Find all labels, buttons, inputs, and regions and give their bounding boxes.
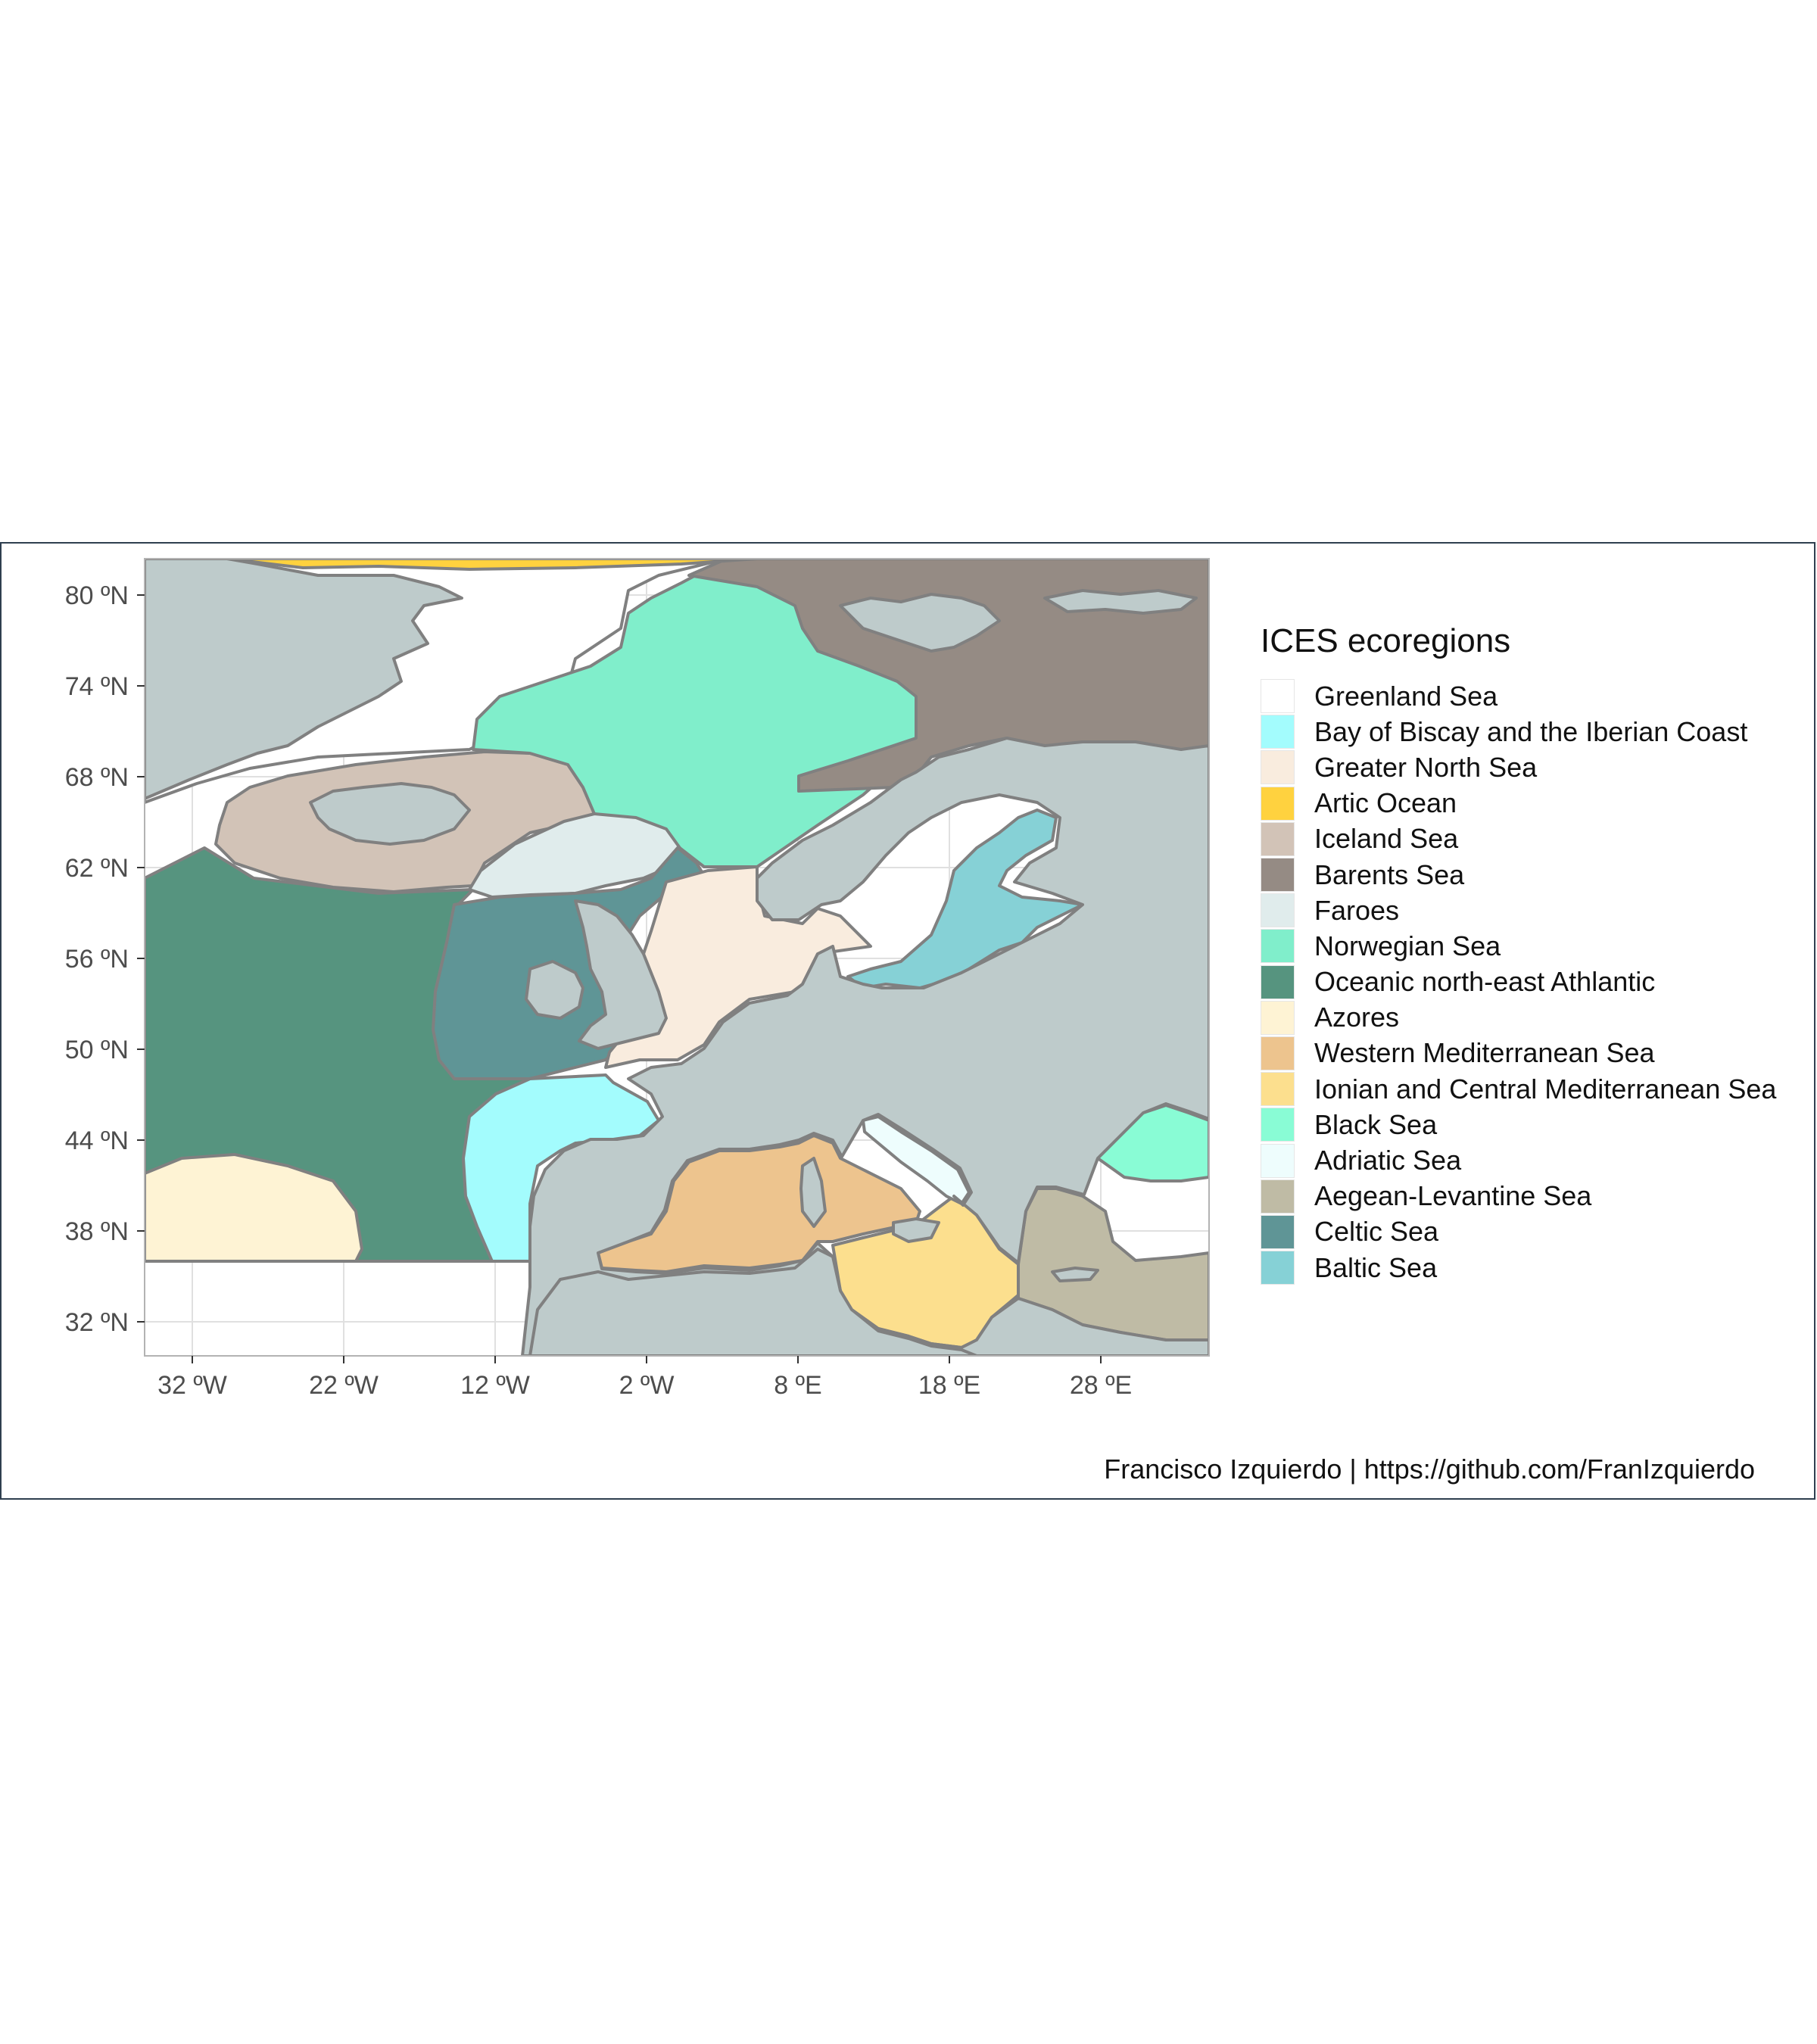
- legend-item: Barents Sea: [1261, 857, 1776, 893]
- legend-label: Black Sea: [1314, 1108, 1438, 1140]
- legend-title: ICES ecoregions: [1261, 622, 1511, 659]
- y-tick-label: 62 ºN: [65, 854, 129, 883]
- legend-swatch: [1261, 679, 1295, 714]
- y-tick-label: 32 ºN: [65, 1308, 129, 1337]
- legend-item: Adriatic Sea: [1261, 1142, 1776, 1178]
- legend-swatch: [1261, 1214, 1295, 1249]
- legend-swatch: [1261, 1036, 1295, 1070]
- land-franz-josef: [1043, 589, 1198, 615]
- legend-swatch: [1261, 1072, 1295, 1107]
- legend-item: Baltic Sea: [1261, 1250, 1776, 1285]
- legend-swatch: [1261, 929, 1295, 964]
- legend-swatch: [1261, 750, 1295, 785]
- legend-items: Greenland Sea Bay of Biscay and the Iber…: [1261, 678, 1776, 1285]
- legend-item: Oceanic north-east Athlantic: [1261, 964, 1776, 1000]
- legend-swatch: [1261, 1108, 1295, 1142]
- legend-label: Adriatic Sea: [1314, 1145, 1462, 1176]
- x-tick-label: 18 ºE: [918, 1371, 980, 1400]
- legend-item: Black Sea: [1261, 1107, 1776, 1142]
- legend-item: Celtic Sea: [1261, 1214, 1776, 1250]
- y-axis-ticks: [137, 594, 145, 1323]
- legend-label: Faroes: [1314, 894, 1400, 926]
- legend-label: Bay of Biscay and the Iberian Coast: [1314, 715, 1748, 747]
- y-tick-label: 50 ºN: [65, 1036, 129, 1064]
- y-tick-label: 56 ºN: [65, 945, 129, 974]
- x-axis-ticks: [192, 1356, 1102, 1363]
- y-tick-label: 44 ºN: [65, 1126, 129, 1155]
- y-tick-label: 74 ºN: [65, 672, 129, 701]
- legend-label: Azores: [1314, 1002, 1400, 1033]
- y-axis-labels: 80 ºN 74 ºN 68 ºN 62 ºN 56 ºN 50 ºN 44 º…: [65, 581, 129, 1337]
- legend-label: Celtic Sea: [1314, 1216, 1439, 1248]
- legend-item: Ionian and Central Mediterranean Sea: [1261, 1071, 1776, 1107]
- legend-label: Baltic Sea: [1314, 1251, 1438, 1283]
- region-bay-of-biscay-and-the-iberian-coast: [462, 1073, 660, 1263]
- legend-label: Artic Ocean: [1314, 787, 1457, 819]
- y-tick-label: 68 ºN: [65, 763, 129, 792]
- x-tick-label: 2 ºW: [619, 1371, 675, 1400]
- legend-label: Greater North Sea: [1314, 751, 1538, 783]
- legend-label: Western Mediterranean Sea: [1314, 1037, 1655, 1069]
- region-western-mediterranean-sea: [597, 1134, 921, 1273]
- legend-item: Faroes: [1261, 893, 1776, 928]
- x-tick-label: 28 ºE: [1070, 1371, 1132, 1400]
- legend-item: Artic Ocean: [1261, 786, 1776, 821]
- legend-label: Greenland Sea: [1314, 680, 1498, 712]
- map-panel-border: [144, 558, 1210, 1357]
- legend-label: Oceanic north-east Athlantic: [1314, 966, 1656, 998]
- land-europe-mainland: [521, 737, 1209, 1356]
- legend-swatch: [1261, 821, 1295, 856]
- legend-label: Iceland Sea: [1314, 823, 1459, 855]
- legend-item: Iceland Sea: [1261, 821, 1776, 857]
- legend-swatch: [1261, 786, 1295, 821]
- land-svalbard: [839, 593, 1001, 653]
- legend-swatch: [1261, 1251, 1295, 1285]
- x-tick-label: 22 ºW: [309, 1371, 379, 1400]
- legend-label: Aegean-Levantine Sea: [1314, 1180, 1592, 1212]
- land-greenland: [145, 559, 463, 800]
- y-tick-label: 38 ºN: [65, 1217, 129, 1246]
- x-tick-label: 32 ºW: [157, 1371, 227, 1400]
- land-north-africa: [528, 1248, 978, 1356]
- legend-label: Ionian and Central Mediterranean Sea: [1314, 1073, 1777, 1105]
- legend-label: Norwegian Sea: [1314, 930, 1501, 961]
- legend-swatch: [1261, 1179, 1295, 1214]
- legend: ICES ecoregions Greenland Sea Bay of Bis…: [1261, 622, 1776, 1285]
- legend-swatch: [1261, 964, 1295, 999]
- x-tick-label: 12 ºW: [460, 1371, 530, 1400]
- x-axis-labels: 32 ºW 22 ºW 12 ºW 2 ºW 8 ºE 18 ºE 28 ºE: [157, 1371, 1132, 1400]
- legend-item: Aegean-Levantine Sea: [1261, 1179, 1776, 1214]
- region-artic-ocean: [226, 559, 759, 571]
- legend-item: Azores: [1261, 1000, 1776, 1036]
- region-azores: [145, 1153, 363, 1263]
- legend-item: Greater North Sea: [1261, 749, 1776, 785]
- land-sicily: [892, 1217, 940, 1243]
- y-tick-label: 80 ºN: [65, 581, 129, 610]
- legend-swatch: [1261, 858, 1295, 893]
- legend-swatch: [1261, 893, 1295, 928]
- land-ireland: [525, 960, 584, 1020]
- land-iceland: [309, 782, 471, 846]
- legend-item: Greenland Sea: [1261, 678, 1776, 714]
- legend-swatch: [1261, 1143, 1295, 1178]
- caption: Francisco Izquierdo | https://github.com…: [1104, 1454, 1755, 1485]
- legend-item: Norwegian Sea: [1261, 928, 1776, 964]
- land-british-isles: [574, 899, 668, 1050]
- land-crete: [1051, 1267, 1099, 1282]
- legend-swatch: [1261, 1000, 1295, 1035]
- legend-item: Bay of Biscay and the Iberian Coast: [1261, 714, 1776, 749]
- legend-item: Western Mediterranean Sea: [1261, 1036, 1776, 1071]
- legend-swatch: [1261, 715, 1295, 749]
- land-corsica-sardinia: [799, 1157, 827, 1228]
- legend-label: Barents Sea: [1314, 858, 1465, 890]
- x-tick-label: 8 ºE: [774, 1371, 821, 1400]
